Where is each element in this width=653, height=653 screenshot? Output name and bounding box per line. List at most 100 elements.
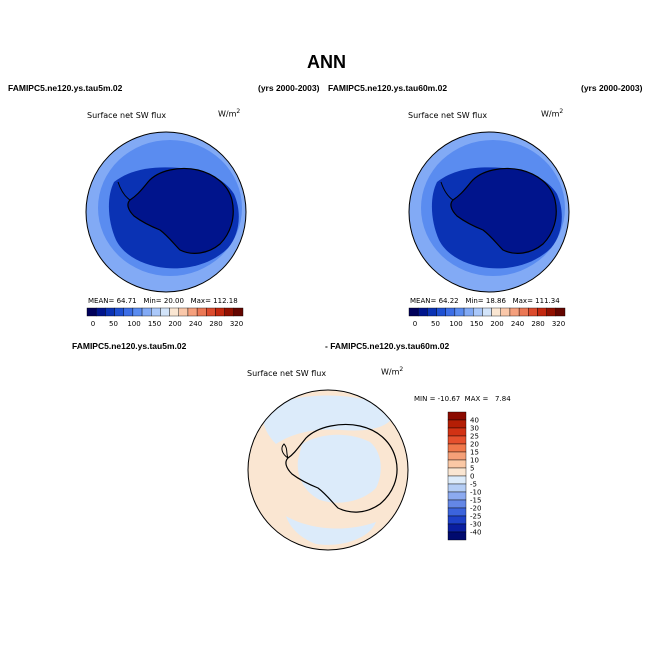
panel3-colorbar-label: -15 bbox=[470, 497, 481, 505]
panel3-map bbox=[247, 389, 409, 551]
panel3-colorbar-label: -25 bbox=[470, 513, 481, 521]
panel2-colorbar-box bbox=[454, 307, 465, 317]
panel1-colorbar: 0 50 100 150 200 240 280 320 bbox=[86, 307, 244, 328]
panel3-colorbar-label: -20 bbox=[470, 505, 481, 513]
panel1-subtitle: Surface net SW flux bbox=[87, 111, 167, 120]
panel2-colorbar-box bbox=[491, 307, 501, 317]
panel1-colorbar-box bbox=[151, 307, 161, 317]
panel2-years: (yrs 2000-2003) bbox=[581, 83, 643, 93]
panel2-colorbar-box bbox=[482, 307, 492, 317]
panel3-colorbar-box bbox=[447, 499, 467, 509]
panel3-colorbar-box bbox=[447, 515, 467, 525]
panel2-colorbar-label: 280 bbox=[531, 320, 544, 328]
panel2-colorbar-box bbox=[509, 307, 520, 317]
panel1-colorbar-label: 200 bbox=[168, 320, 181, 328]
panel2-colorbar-label: 200 bbox=[490, 320, 503, 328]
panel1-colorbar-box bbox=[187, 307, 198, 317]
panel3-colorbar-box bbox=[447, 411, 467, 421]
panel1-units: W/m2 bbox=[218, 108, 241, 119]
panel2-colorbar-label: 100 bbox=[449, 320, 462, 328]
panel3-colorbar-box bbox=[447, 523, 467, 533]
panel2-colorbar-box bbox=[408, 307, 419, 317]
panel2-antarctica bbox=[450, 167, 557, 254]
panel3-antarctica bbox=[285, 423, 398, 513]
panel3-colorbar-box bbox=[447, 435, 467, 445]
panel1-colorbar-label: 280 bbox=[209, 320, 222, 328]
panel3-case-diff: - FAMIPC5.ne120.ys.tau60m.02 bbox=[325, 341, 450, 351]
panel3-colorbar-label: -5 bbox=[470, 481, 477, 489]
panel3-colorbar-label: -10 bbox=[470, 489, 481, 497]
panel3-colorbar-label: 20 bbox=[470, 441, 479, 449]
panel2-peninsula bbox=[440, 181, 454, 201]
panel1-antarctica bbox=[127, 167, 234, 254]
panel3-colorbar-box bbox=[447, 475, 467, 485]
panel1-colorbar-box bbox=[132, 307, 143, 317]
panel3-colorbar-box bbox=[447, 443, 467, 453]
panel1-colorbar-box bbox=[95, 307, 106, 317]
panel3-units: W/m2 bbox=[381, 366, 404, 377]
panel3-colorbar-box bbox=[447, 531, 467, 541]
panel3-colorbar-box bbox=[447, 467, 467, 477]
panel1-case-name: FAMIPC5.ne120.ys.tau5m.02 bbox=[8, 83, 123, 93]
panel3-diff-negative-south bbox=[286, 516, 376, 545]
panel3-colorbar-label: -40 bbox=[470, 529, 481, 537]
panel2-colorbar-box bbox=[436, 307, 446, 317]
panel3-colorbar-label: -30 bbox=[470, 521, 481, 529]
panel2-colorbar-box bbox=[518, 307, 529, 317]
panel3-colorbar-box bbox=[447, 451, 467, 461]
page-title: ANN bbox=[307, 52, 346, 72]
panel3-colorbar-label: 40 bbox=[470, 417, 479, 425]
panel3-colorbar-box bbox=[447, 459, 467, 469]
panel1-colorbar-label: 0 bbox=[91, 320, 95, 328]
panel2-colorbar-box bbox=[473, 307, 483, 317]
panel1-colorbar-box bbox=[123, 307, 134, 317]
panel1-colorbar-box bbox=[105, 307, 115, 317]
panel1-colorbar-label: 100 bbox=[127, 320, 140, 328]
panel2-colorbar-box bbox=[500, 307, 511, 317]
panel1-colorbar-box bbox=[233, 307, 244, 317]
panel1-colorbar-box bbox=[224, 307, 235, 317]
panel2-units: W/m2 bbox=[541, 108, 564, 119]
panel3-diff-negative-north bbox=[263, 395, 396, 444]
panel3-colorbar-box bbox=[447, 419, 467, 429]
panel1-stats: MEAN= 64.71 Min= 20.00 Max= 112.18 bbox=[88, 297, 238, 305]
panel3-peninsula bbox=[281, 443, 289, 459]
panel1-colorbar-box bbox=[215, 307, 225, 317]
panel2-case-name: FAMIPC5.ne120.ys.tau60m.02 bbox=[328, 83, 448, 93]
panel2-colorbar: 0 50 100 150 200 240 280 320 bbox=[408, 307, 566, 328]
panel2-stats: MEAN= 64.22 Min= 18.86 Max= 111.34 bbox=[410, 297, 560, 305]
panel2-colorbar-box bbox=[417, 307, 428, 317]
panel1-colorbar-label: 320 bbox=[230, 320, 243, 328]
panel2-colorbar-box bbox=[555, 307, 566, 317]
panel3-colorbar-label: 10 bbox=[470, 457, 479, 465]
panel2-colorbar-box bbox=[463, 307, 474, 317]
panel1-colorbar-label: 240 bbox=[189, 320, 202, 328]
panel2-map bbox=[408, 131, 570, 293]
panel1-years: (yrs 2000-2003) bbox=[258, 83, 320, 93]
panel1-colorbar-box bbox=[160, 307, 170, 317]
panel2-colorbar-box bbox=[445, 307, 456, 317]
panel1-peninsula bbox=[117, 181, 131, 201]
panel1-colorbar-box bbox=[86, 307, 97, 317]
panel1-colorbar-box bbox=[141, 307, 152, 317]
panel2-colorbar-label: 150 bbox=[470, 320, 483, 328]
panel3-colorbar-label: 30 bbox=[470, 425, 479, 433]
panel2-colorbar-label: 320 bbox=[552, 320, 565, 328]
panel2-colorbar-label: 240 bbox=[511, 320, 524, 328]
panel1-colorbar-box bbox=[206, 307, 216, 317]
panel3-colorbar-label: 0 bbox=[470, 473, 474, 481]
panel3-diff-negative-center bbox=[297, 434, 381, 503]
panel3-colorbar-label: 5 bbox=[470, 465, 474, 473]
panel3-colorbar-box bbox=[447, 491, 467, 501]
panel3-minmax: MIN = -10.67 MAX = 7.84 bbox=[414, 395, 511, 403]
panel3-colorbar-box bbox=[447, 483, 467, 493]
panel1-colorbar-label: 50 bbox=[109, 320, 118, 328]
panel3-colorbar-label: 25 bbox=[470, 433, 479, 441]
panel1-colorbar-box bbox=[114, 307, 124, 317]
panel3-colorbar-box bbox=[447, 427, 467, 437]
panel3-subtitle: Surface net SW flux bbox=[247, 369, 327, 378]
panel2-colorbar-box bbox=[546, 307, 557, 317]
panel1-colorbar-box bbox=[169, 307, 179, 317]
panel1-map bbox=[85, 131, 247, 293]
